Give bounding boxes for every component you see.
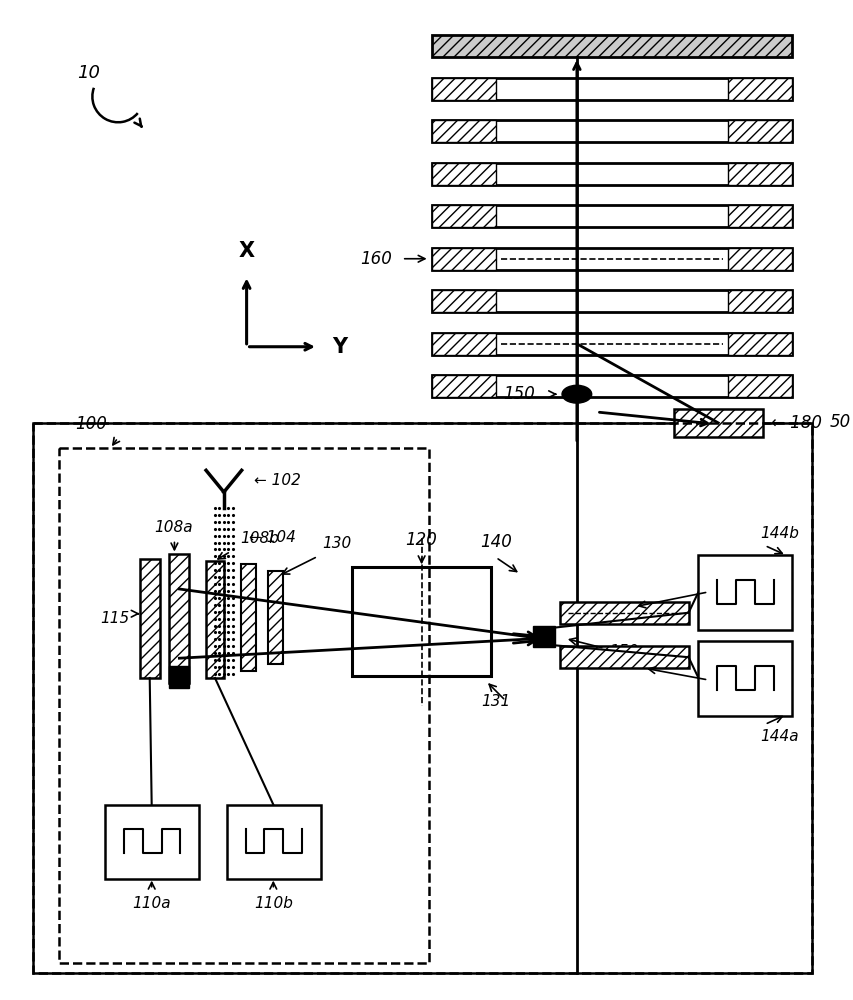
Bar [560, 602, 688, 624]
Bar [431, 248, 792, 270]
Bar [431, 35, 792, 57]
Bar [560, 646, 688, 668]
Bar [728, 375, 792, 397]
Bar [673, 409, 762, 437]
Text: 108a: 108a [154, 520, 193, 535]
Bar [140, 559, 160, 678]
Bar [728, 205, 792, 227]
Text: ← 104: ← 104 [248, 530, 295, 545]
Bar [169, 666, 189, 688]
Bar [431, 333, 496, 355]
Bar [698, 555, 792, 630]
Bar [227, 805, 321, 879]
Text: 142b: 142b [698, 572, 736, 587]
Text: 131: 131 [480, 694, 509, 709]
Bar [105, 805, 199, 879]
Text: 140: 140 [479, 533, 511, 551]
Text: 110a: 110a [132, 896, 171, 911]
Bar [431, 163, 792, 185]
Bar [169, 554, 189, 683]
Text: ← 180: ← 180 [769, 414, 821, 432]
Text: 144a: 144a [759, 729, 798, 744]
Bar [268, 571, 283, 664]
Text: 144b: 144b [759, 526, 798, 541]
Bar [33, 423, 811, 973]
Text: 130: 130 [322, 536, 351, 551]
Text: 110b: 110b [253, 896, 293, 911]
Bar [728, 333, 792, 355]
Bar [431, 163, 496, 185]
Bar [431, 248, 496, 270]
Bar [431, 120, 496, 142]
Text: Y: Y [333, 337, 347, 357]
Bar [431, 375, 792, 397]
Bar [431, 205, 792, 227]
Bar [728, 78, 792, 100]
Bar [728, 248, 792, 270]
Bar [241, 564, 255, 671]
Bar [431, 290, 496, 312]
Text: ← 102: ← 102 [253, 473, 300, 488]
Bar [431, 205, 496, 227]
Text: 50: 50 [829, 413, 850, 431]
Bar [728, 290, 792, 312]
Bar [728, 120, 792, 142]
Text: 10: 10 [77, 64, 100, 82]
Text: 100: 100 [75, 415, 107, 433]
Text: X: X [238, 241, 254, 261]
Text: 142a: 142a [698, 683, 736, 698]
Bar [352, 567, 490, 676]
Bar [431, 290, 792, 312]
Bar [431, 333, 792, 355]
Text: 150: 150 [609, 644, 638, 659]
Bar [728, 163, 792, 185]
Bar [431, 78, 792, 100]
Text: 115: 115 [101, 611, 130, 626]
Text: 150: 150 [503, 385, 535, 403]
Bar [206, 561, 223, 678]
Text: 120: 120 [405, 531, 437, 549]
Text: 108b: 108b [241, 531, 279, 546]
Bar [431, 375, 496, 397]
Bar [698, 641, 792, 716]
Bar [431, 120, 792, 142]
Bar [431, 78, 496, 100]
Bar [533, 626, 554, 647]
Text: 160: 160 [360, 250, 392, 268]
Ellipse shape [561, 385, 591, 403]
